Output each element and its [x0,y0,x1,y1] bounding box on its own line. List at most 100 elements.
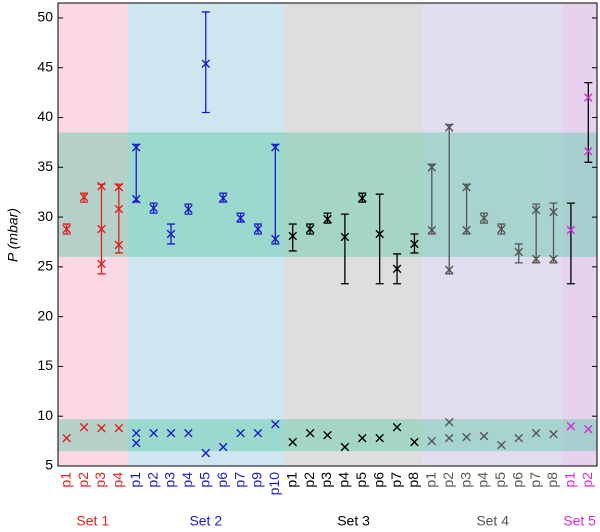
x-tick-label: p3 [92,472,108,488]
x-tick-label: p9 [249,472,265,488]
x-tick-label: p7 [527,472,543,488]
marker [514,247,524,257]
x-tick-label: p4 [475,472,491,488]
marker [236,213,245,223]
marker [410,239,419,249]
marker [514,433,524,443]
error-bar [532,203,541,264]
marker [444,417,454,427]
x-tick-label: p5 [492,472,508,488]
marker [218,442,228,452]
marker [166,428,176,438]
set-background [562,3,597,466]
x-tick-label: p5 [353,472,369,488]
set-label: Set 2 [189,513,222,529]
marker [236,428,245,438]
marker [184,204,193,214]
marker [79,422,89,432]
marker [410,437,419,447]
marker [444,433,454,443]
marker [323,214,332,224]
x-tick-label: p3 [457,472,473,488]
x-tick-label: p2 [75,472,91,488]
marker [114,423,124,433]
x-tick-label: p2 [301,472,317,488]
y-tick-label: 25 [37,258,53,274]
x-tick-label: p1 [423,472,439,488]
marker [357,433,367,443]
marker [531,254,541,264]
marker [462,182,471,192]
x-tick-label: p4 [179,472,195,488]
y-tick-label: 15 [37,357,53,373]
marker [549,429,558,439]
marker [392,264,402,274]
marker [288,437,298,447]
error-bar [323,212,332,224]
marker [131,194,141,204]
marker [549,254,558,264]
marker [357,193,367,203]
x-tick-label: p1 [562,472,578,488]
marker [97,181,106,191]
error-bar [375,193,384,285]
marker [131,428,141,438]
marker [184,428,193,438]
set-label: Set 1 [76,513,109,529]
marker [149,428,158,438]
marker [427,162,437,172]
marker [271,234,280,244]
marker [584,424,593,434]
y-tick-label: 40 [37,108,53,124]
marker [497,440,506,450]
x-tick-label: p8 [405,472,421,488]
x-tick-label: p6 [509,472,525,488]
error-bar [288,223,297,252]
marker [566,421,576,431]
marker [479,213,489,223]
x-tick-label: p3 [162,472,178,488]
marker [375,433,384,443]
x-tick-label: p10 [266,472,282,496]
x-tick-label: p6 [214,472,230,488]
error-bar [514,243,523,264]
marker [271,419,280,429]
marker [149,203,158,213]
marker [549,207,558,217]
x-tick-label: p3 [318,472,334,488]
y-tick-label: 50 [37,9,53,25]
marker [462,225,471,235]
marker [288,231,298,241]
marker [444,265,454,275]
y-tick-label: 5 [45,457,53,473]
error-bar [340,213,349,285]
marker [253,224,263,234]
marker [375,229,384,239]
marker [427,436,437,446]
marker [253,428,263,438]
marker [131,438,141,448]
marker [497,224,506,234]
y-tick-label: 10 [37,407,53,423]
x-tick-label: p4 [336,472,352,488]
marker [131,143,141,152]
x-tick-label: p2 [579,472,595,488]
marker [531,205,541,215]
marker [166,229,176,239]
x-tick-label: p1 [57,472,73,488]
marker [462,432,471,442]
x-tick-label: p1 [283,472,299,488]
marker [323,430,332,440]
error-bar [201,11,210,114]
y-axis-label: P (mbar) [5,208,21,262]
marker [271,143,280,152]
x-tick-label: p5 [196,472,212,488]
x-tick-label: p2 [144,472,160,488]
error-bar [584,82,593,163]
marker [114,204,124,214]
marker [218,193,228,203]
plot-frame [57,2,598,467]
marker [62,433,71,443]
x-tick-label: p6 [370,472,386,488]
marker [79,192,89,202]
